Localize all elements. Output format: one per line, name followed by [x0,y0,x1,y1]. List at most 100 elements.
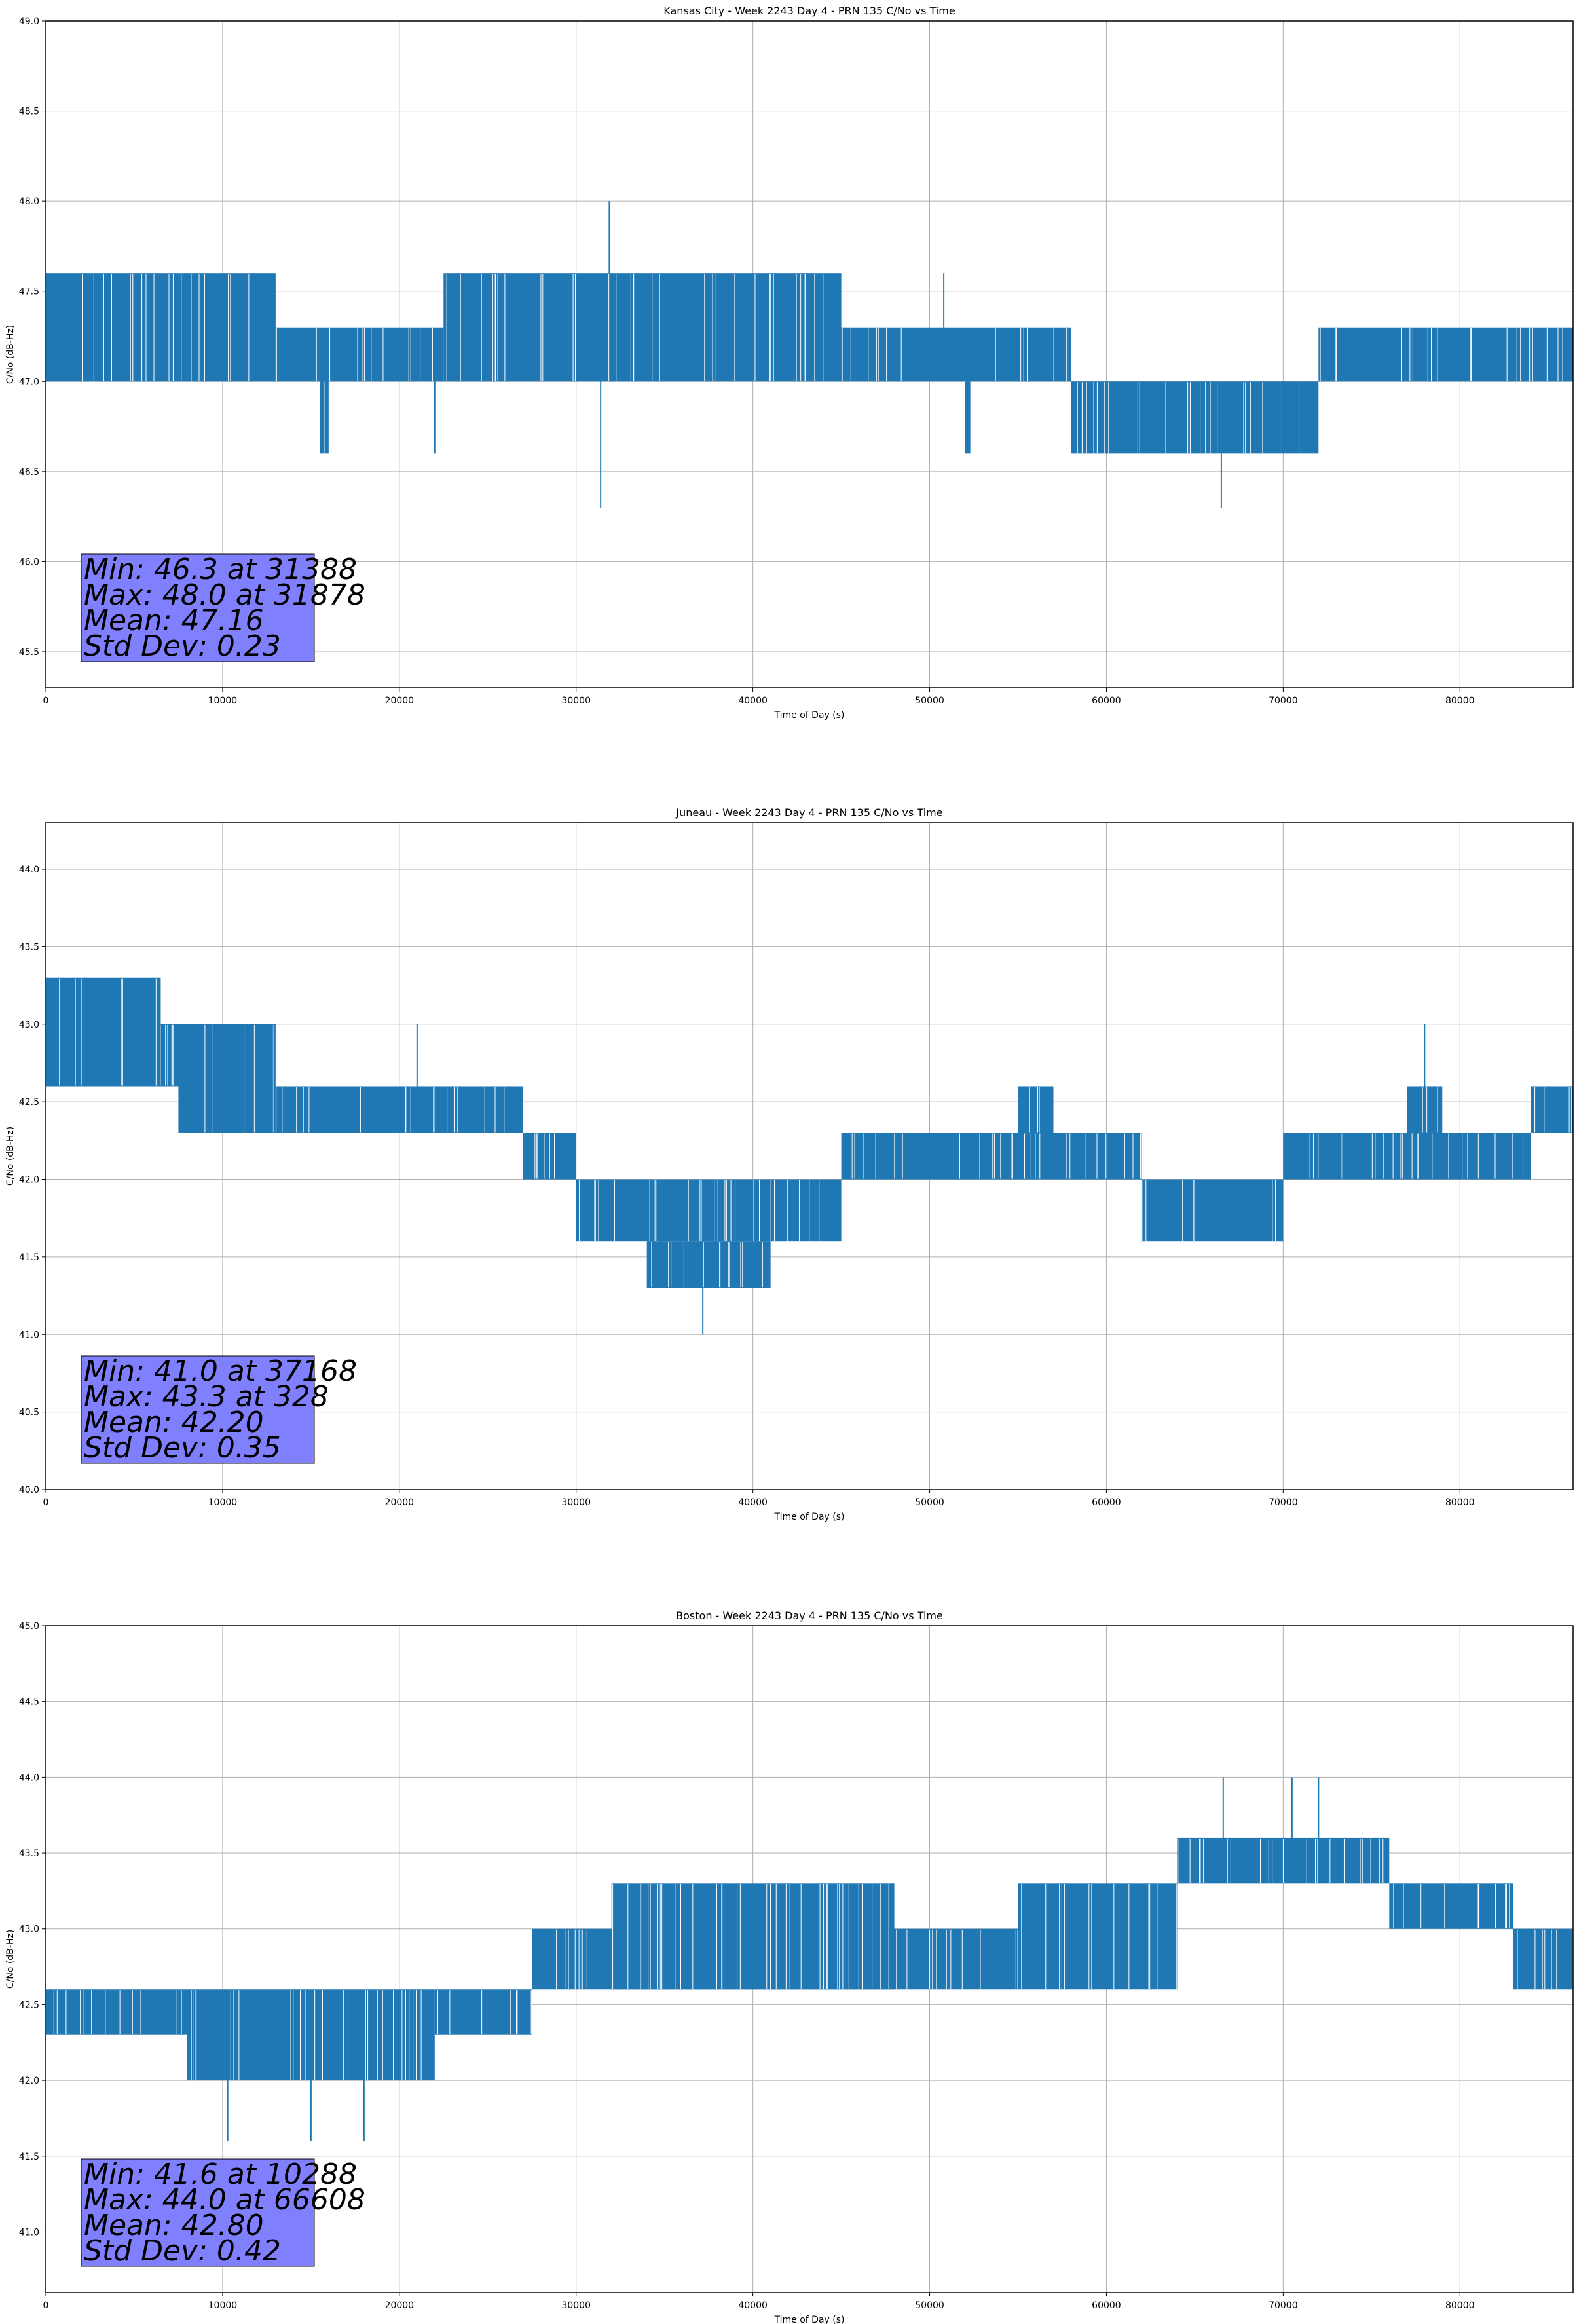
stats-line: Std Dev: 0.23 [84,629,281,663]
x-axis-label: Time of Day (s) [774,710,845,721]
x-tick-label: 30000 [561,1497,591,1508]
stats-line: Mean: 42.80 [84,2209,264,2242]
x-tick-label: 70000 [1269,1497,1298,1508]
y-tick-label: 45.5 [19,647,39,658]
y-tick-label: 47.5 [19,287,39,297]
y-axis-label: C/No (dB-Hz) [5,1127,16,1186]
series-band [46,977,161,1087]
y-tick-label: 44.5 [19,1697,39,1708]
x-axis-label: Time of Day (s) [774,2315,845,2324]
y-axis-label: C/No (dB-Hz) [5,1930,16,1989]
y-tick-label: 46.0 [19,557,39,567]
series-band [187,1989,435,2081]
stats-box [81,553,315,662]
x-tick-label: 40000 [738,1497,768,1508]
series-band [532,1928,612,1990]
y-tick-label: 45.0 [19,1621,39,1632]
x-axis-label: Time of Day (s) [774,1512,845,1522]
x-tick-label: 60000 [1092,1497,1121,1508]
y-tick-label: 43.0 [19,1924,39,1935]
series-band [1318,327,1573,382]
y-tick-label: 44.0 [19,1772,39,1783]
series-band [275,327,444,382]
series-band [1018,1883,1178,1990]
axes-frame [45,1625,1574,2293]
x-tick-label: 0 [43,696,49,706]
x-tick-label: 0 [43,2300,49,2311]
x-tick-label: 50000 [915,1497,944,1508]
x-tick-label: 20000 [385,1497,415,1508]
series-band [1531,1086,1573,1133]
series-band [178,1024,276,1133]
y-tick-label: 41.0 [19,2227,39,2238]
x-tick-label: 50000 [915,696,944,706]
y-axis-label: C/No (dB-Hz) [5,325,16,384]
y-tick-label: 46.5 [19,467,39,478]
x-tick-label: 10000 [208,696,238,706]
y-tick-label: 42.5 [19,2000,39,2010]
y-tick-label: 44.0 [19,865,39,875]
x-tick-label: 30000 [561,696,591,706]
y-tick-label: 41.5 [19,1252,39,1263]
y-tick-label: 43.0 [19,1020,39,1030]
x-tick-label: 80000 [1445,696,1475,706]
stats-line: Mean: 47.16 [84,604,264,637]
x-tick-label: 80000 [1445,1497,1475,1508]
series-band [1283,1133,1531,1180]
stats-line: Min: 41.6 at 10288 [84,2158,357,2191]
chart-title: Boston - Week 2243 Day 4 - PRN 135 C/No … [676,1609,943,1622]
x-tick-label: 60000 [1092,2300,1121,2311]
x-tick-label: 50000 [915,2300,944,2311]
y-tick-label: 42.0 [19,1175,39,1186]
series-band [611,1883,895,1990]
y-tick-label: 41.5 [19,2152,39,2162]
y-tick-label: 40.0 [19,1485,39,1495]
x-tick-label: 30000 [561,2300,591,2311]
y-tick-label: 48.0 [19,197,39,207]
y-tick-label: 40.5 [19,1408,39,1418]
y-tick-label: 48.5 [19,107,39,117]
series-band [1407,1086,1443,1133]
chart-0: 0 10000 20000 30000 40000 50000 60000 70000 8000… [5,5,1574,721]
x-tick-label: 80000 [1445,2300,1475,2311]
series-band [275,1086,523,1133]
chart-2: 0 10000 20000 30000 40000 50000 60000 70000 8000… [5,1609,1574,2324]
y-tick-label: 43.5 [19,942,39,952]
chart-title: Kansas City - Week 2243 Day 4 - PRN 135 … [663,5,955,17]
series-band [841,1133,1142,1180]
stats-line: Mean: 42.20 [84,1406,264,1439]
x-tick-label: 20000 [385,696,415,706]
x-tick-label: 40000 [738,696,768,706]
y-tick-label: 43.5 [19,1848,39,1859]
stats-box [81,2158,315,2267]
series-band [320,381,329,454]
series-band [841,327,1071,382]
series-band [965,381,971,454]
series-band [646,1241,771,1288]
chart-1: 0 10000 20000 30000 40000 50000 60000 70000 8000… [5,806,1574,1522]
series-band [1018,1086,1054,1133]
series-band [1389,1883,1513,1929]
y-tick-label: 42.5 [19,1097,39,1108]
stats-box [81,1355,315,1464]
stats-line: Min: 41.0 at 37168 [84,1355,357,1388]
series-band [434,1989,532,2035]
x-tick-label: 10000 [208,2300,238,2311]
x-tick-label: 20000 [385,2300,415,2311]
series-band [576,1179,842,1242]
series-band [1071,381,1319,454]
stats-line: Min: 46.3 at 31388 [84,553,357,586]
stats-line: Max: 43.3 at 328 [84,1380,329,1414]
axes-frame [45,20,1574,688]
x-tick-label: 0 [43,1497,49,1508]
y-tick-label: 47.0 [19,377,39,387]
x-tick-label: 70000 [1269,2300,1298,2311]
y-tick-label: 42.0 [19,2076,39,2086]
series-band [1141,1179,1284,1242]
axes-frame [45,822,1574,1490]
x-tick-label: 70000 [1269,696,1298,706]
stats-line: Std Dev: 0.35 [84,1431,281,1465]
x-tick-label: 40000 [738,2300,768,2311]
series-band [1513,1928,1573,1990]
